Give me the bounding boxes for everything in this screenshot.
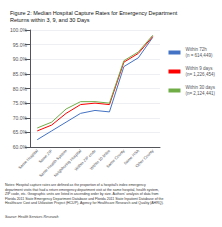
svg-text:Source: Health Services Resear: Source: Health Services Research [5,215,59,219]
svg-text:75.0%: 75.0% [13,100,28,106]
svg-text:Neighboring Hospital: Neighboring Hospital [52,148,83,178]
svg-text:Within 10 Miles: Within 10 Miles [88,148,112,171]
svg-text:70.0%: 70.0% [13,115,28,121]
svg-text:Same Health System: Same Health System [37,148,68,179]
svg-text:(n= 2,124,441): (n= 2,124,441) [185,91,215,96]
svg-text:Same HSA: Same HSA [122,148,141,166]
svg-text:85.0%: 85.0% [13,71,28,77]
svg-text:Notes: Hospital capture rates: Notes: Hospital capture rates are define… [5,183,146,187]
svg-text:department visits that had a r: department visits that had a return emer… [5,188,159,192]
svg-text:Florida 2011 State Emergency D: Florida 2011 State Emergency Department … [5,197,163,201]
svg-text:Within 72h: Within 72h [185,47,207,52]
svg-text:60.0%: 60.0% [13,144,28,150]
svg-text:Same Hospital: Same Hospital [17,148,39,170]
svg-text:Within 9 days: Within 9 days [185,66,213,71]
svg-text:90.0%: 90.0% [13,56,28,62]
svg-text:Same ZIP: Same ZIP [37,148,54,165]
svg-text:Within 30 days: Within 30 days [185,85,215,90]
svg-text:(n= 1,226,454): (n= 1,226,454) [185,72,215,77]
svg-text:80.0%: 80.0% [13,86,28,92]
svg-text:Figure 2: Median Hospital Capt: Figure 2: Median Hospital Capture Rates … [10,10,178,16]
svg-text:100.0%: 100.0% [10,27,28,33]
svg-text:Same County: Same County [105,148,126,169]
svg-text:Other County: Other County [134,148,154,168]
svg-text:65.0%: 65.0% [13,129,28,135]
svg-text:Within ZIP code: Within ZIP code [73,148,97,172]
svg-text:Returns within 3, 9, and 30 Da: Returns within 3, 9, and 30 Days [10,17,90,23]
svg-text:95.0%: 95.0% [13,42,28,48]
svg-text:ZIP code, etc. Geographic unit: ZIP code, etc. Geographic units are list… [5,192,159,196]
svg-text:Healthcare Cost and Utilizatio: Healthcare Cost and Utilization Project … [5,201,164,205]
svg-text:(n = 614,449): (n = 614,449) [185,53,212,58]
